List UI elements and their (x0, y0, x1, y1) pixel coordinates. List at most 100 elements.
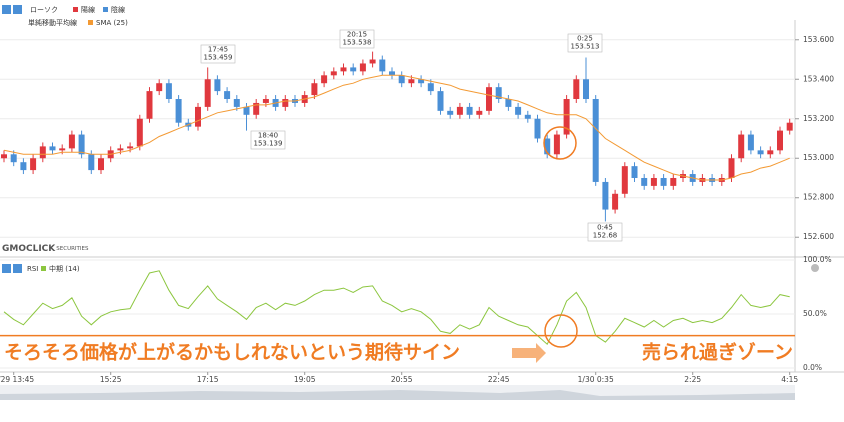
legend-icon (2, 5, 11, 14)
annotation-box (587, 222, 623, 242)
candle-body (369, 59, 376, 64)
candle-body (350, 67, 357, 72)
annotation-box (200, 44, 236, 64)
legend-label: 中期 (14) (49, 264, 80, 273)
candle-body (592, 99, 599, 182)
x-tick-label: 17:15 (197, 375, 219, 384)
candle-body (214, 79, 221, 92)
candle-body (88, 154, 95, 171)
candle-body (437, 91, 444, 111)
candle-body (340, 67, 347, 72)
x-tick-label: 20:55 (391, 375, 413, 384)
candle-body (224, 91, 231, 100)
candle-body (563, 99, 570, 135)
candle-body (78, 134, 85, 155)
x-tick-label: 19:05 (294, 375, 316, 384)
candle-body (379, 59, 386, 72)
candle-body (583, 79, 589, 100)
y-tick-label: 100.0% (803, 255, 832, 264)
candle-body (466, 106, 473, 115)
candle-body (670, 177, 677, 186)
candle-body (20, 162, 27, 171)
candle-body (204, 79, 211, 107)
candle-body (243, 106, 250, 115)
candle-body (1, 154, 7, 159)
logo-suffix: SECURITIES (56, 246, 89, 252)
candle-body (641, 177, 648, 186)
annotation-time: 0:25 (577, 35, 593, 43)
legend-swatch (88, 20, 93, 25)
x-tick-label: 1/29 13:45 (0, 375, 34, 384)
candle-body (98, 158, 104, 171)
candle-body (456, 106, 463, 115)
candle-body (534, 118, 541, 139)
candle-body (68, 134, 75, 149)
annotation-time: 0:45 (597, 224, 613, 232)
navigator-area (0, 390, 795, 400)
legend-label: SMA (25) (96, 19, 128, 27)
signal-text: そろそろ価格が上がるかもしれないという期待サイン (4, 341, 460, 364)
candle-body (398, 75, 405, 84)
logo-brand: GMOCLICK (2, 244, 56, 254)
candle-body (418, 79, 425, 84)
candle-body (621, 166, 628, 194)
annotation-price: 153.513 (571, 43, 600, 51)
legend-icon (13, 5, 22, 14)
highlight-circle (544, 314, 578, 348)
x-tick-label: 15:25 (100, 375, 122, 384)
legend-label: RSI (27, 265, 38, 273)
annotation-price: 153.139 (254, 140, 283, 148)
y-tick-label: 152.600 (803, 232, 834, 241)
annotation-box (250, 130, 286, 150)
annotation-price: 152.68 (593, 232, 618, 240)
candle-body (233, 99, 240, 107)
candle-body (389, 71, 395, 76)
annotation-price: 153.538 (343, 39, 372, 47)
candle-body (330, 71, 337, 76)
highlight-circle (543, 126, 577, 160)
panel-button[interactable] (811, 264, 819, 272)
candle-body (156, 83, 163, 92)
candle-body (59, 148, 66, 151)
legend-label: 陽線 (81, 5, 95, 14)
legend-label: ローソク (30, 6, 58, 14)
candle-body (311, 83, 318, 96)
candle-body (282, 99, 289, 107)
candle-body (447, 110, 454, 115)
candle-body (660, 177, 667, 186)
legend-label: 陰線 (111, 5, 125, 14)
candle-body (146, 91, 153, 119)
candle-body (786, 122, 793, 131)
candle-body (728, 158, 735, 178)
y-tick-label: 0.0% (803, 363, 822, 372)
candle-body (486, 87, 492, 111)
y-tick-label: 152.800 (803, 193, 834, 202)
candle-body (524, 114, 531, 119)
annotation-time: 17:45 (208, 46, 228, 54)
legend-swatch (103, 7, 108, 12)
annotation-time: 18:40 (258, 132, 278, 140)
y-tick-label: 153.600 (803, 35, 834, 44)
candle-body (650, 177, 657, 186)
x-tick-label: 22:45 (488, 375, 510, 384)
logo: GMOCLICKSECURITIES (2, 244, 89, 254)
candle-body (49, 146, 56, 151)
signal-arrow (512, 343, 546, 363)
annotation-time: 20:15 (347, 31, 367, 39)
candle-body (747, 134, 754, 151)
candle-body (515, 106, 522, 115)
candle-body (359, 63, 366, 72)
legend-swatch (41, 266, 46, 271)
zone-text: 売られ過ぎゾーン (642, 341, 793, 364)
annotation-box (339, 29, 375, 49)
annotation-box (567, 33, 603, 53)
sma-line (3, 74, 790, 181)
candle-body (738, 134, 745, 159)
candle-body (612, 193, 619, 210)
candle-body (175, 99, 182, 123)
